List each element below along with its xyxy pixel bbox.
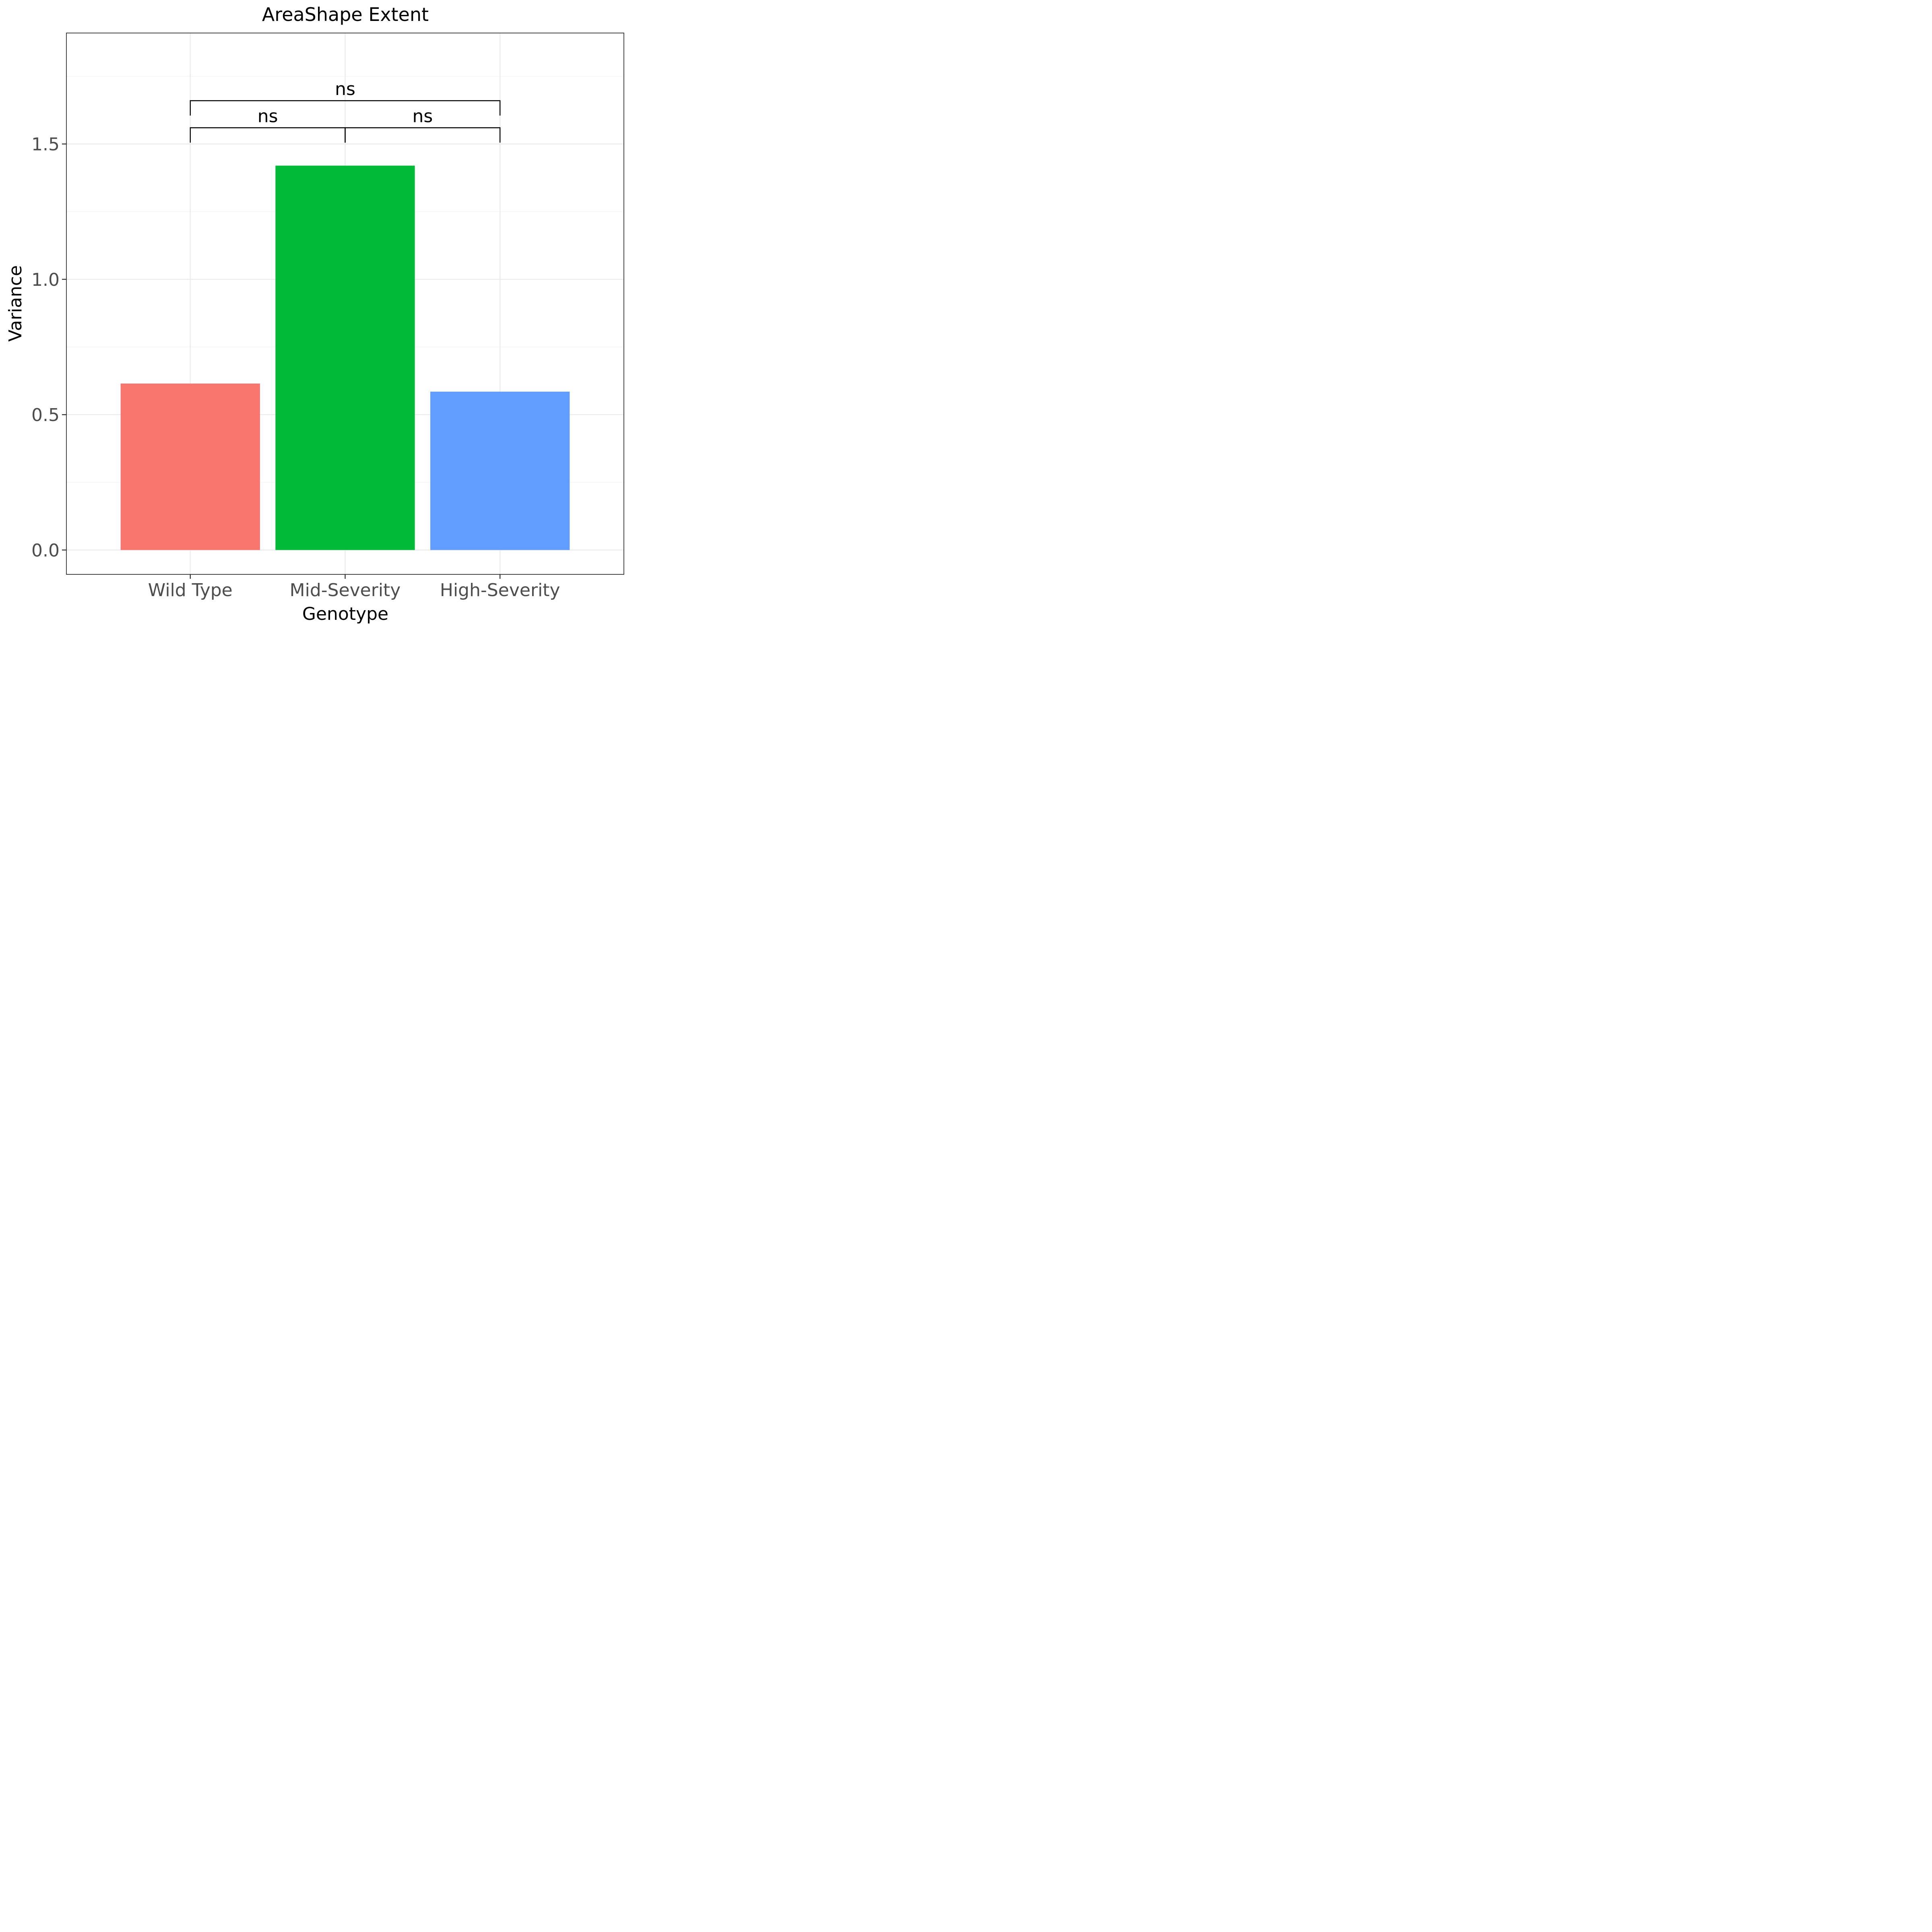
bar-high-severity xyxy=(430,392,570,550)
significance-label: ns xyxy=(412,106,433,126)
y-tick-label: 0.0 xyxy=(31,540,60,561)
bar-mid-severity xyxy=(275,165,415,550)
x-tick-label: Wild Type xyxy=(148,580,233,601)
significance-brackets: ns ns ns xyxy=(190,79,501,143)
y-axis-title: Variance xyxy=(5,265,26,342)
significance-bracket xyxy=(345,127,501,143)
significance-label: ns xyxy=(335,79,355,99)
significance-bracket xyxy=(190,100,501,116)
bar-chart: AreaShape Extent 0.0 0.5 1.0 1.5 Wild Type M… xyxy=(5,4,624,624)
y-tick-label: 1.5 xyxy=(31,134,60,155)
x-tick-label: Mid-Severity xyxy=(290,580,401,601)
y-tick-label: 0.5 xyxy=(31,405,60,425)
y-axis: 0.0 0.5 1.0 1.5 xyxy=(31,134,66,561)
bars xyxy=(120,165,570,550)
x-axis: Wild Type Mid-Severity High-Severity xyxy=(148,574,560,601)
y-tick-label: 1.0 xyxy=(31,270,60,290)
chart-title: AreaShape Extent xyxy=(262,4,429,25)
x-tick-label: High-Severity xyxy=(440,580,560,601)
x-axis-title: Genotype xyxy=(302,604,388,624)
significance-label: ns xyxy=(258,106,278,126)
bar-wild-type xyxy=(120,383,260,550)
